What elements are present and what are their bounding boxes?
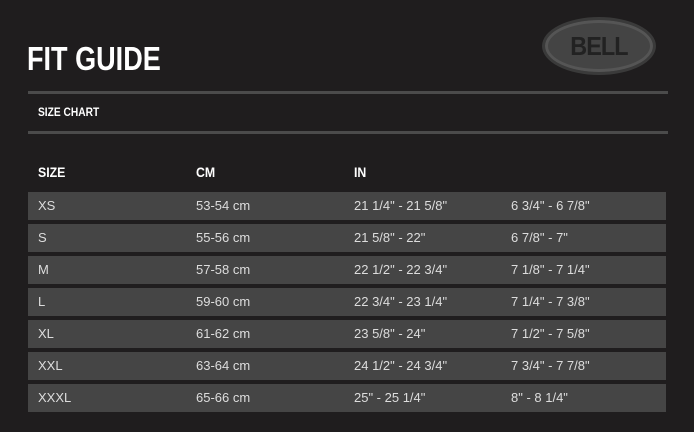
- in-cell-alt: 6 7/8" - 7": [511, 230, 568, 245]
- divider: [28, 131, 668, 134]
- in-cell: 23 5/8" - 24": [354, 326, 426, 341]
- cm-cell: 59-60 cm: [196, 294, 251, 309]
- cm-cell: 65-66 cm: [196, 390, 251, 405]
- in-cell-alt: 6 3/4" - 6 7/8": [511, 198, 590, 213]
- table-row: XL 61-62 cm 23 5/8" - 24" 7 1/2" - 7 5/8": [28, 320, 666, 348]
- cm-cell: 61-62 cm: [196, 326, 251, 341]
- table-row: S 55-56 cm 21 5/8" - 22" 6 7/8" - 7": [28, 224, 666, 252]
- in-cell-alt: 7 1/2" - 7 5/8": [511, 326, 590, 341]
- size-cell: XS: [38, 198, 56, 213]
- bell-logo: BELL: [542, 17, 656, 75]
- column-header-in: IN: [354, 164, 367, 180]
- size-cell: M: [38, 262, 49, 277]
- size-cell: L: [38, 294, 46, 309]
- section-title: SIZE CHART: [38, 105, 100, 119]
- divider: [28, 91, 668, 94]
- table-row: XXL 63-64 cm 24 1/2" - 24 3/4" 7 3/4" - 7 7…: [28, 352, 666, 380]
- cm-cell: 63-64 cm: [196, 358, 251, 373]
- column-header-size: SIZE: [38, 164, 66, 180]
- in-cell-alt: 7 3/4" - 7 7/8": [511, 358, 590, 373]
- cm-cell: 57-58 cm: [196, 262, 251, 277]
- size-cell: XXL: [38, 358, 63, 373]
- table-row: M 57-58 cm 22 1/2" - 22 3/4" 7 1/8" - 7 1/4…: [28, 256, 666, 284]
- in-cell: 22 1/2" - 22 3/4": [354, 262, 448, 277]
- table-row: XXXL 65-66 cm 25" - 25 1/4" 8" - 8 1/4": [28, 384, 666, 412]
- size-cell: XL: [38, 326, 54, 341]
- table-row: XS 53-54 cm 21 1/4" - 21 5/8" 6 3/4" - 6 7/…: [28, 192, 666, 220]
- in-cell: 21 5/8" - 22": [354, 230, 426, 245]
- in-cell: 21 1/4" - 21 5/8": [354, 198, 448, 213]
- in-cell-alt: 7 1/8" - 7 1/4": [511, 262, 590, 277]
- in-cell-alt: 7 1/4" - 7 3/8": [511, 294, 590, 309]
- in-cell: 25" - 25 1/4": [354, 390, 426, 405]
- page-title: FIT GUIDE: [27, 40, 161, 77]
- size-cell: XXXL: [38, 390, 72, 405]
- cm-cell: 55-56 cm: [196, 230, 251, 245]
- in-cell-alt: 8" - 8 1/4": [511, 390, 568, 405]
- cm-cell: 53-54 cm: [196, 198, 251, 213]
- in-cell: 24 1/2" - 24 3/4": [354, 358, 448, 373]
- column-header-cm: CM: [196, 164, 216, 180]
- size-cell: S: [38, 230, 47, 245]
- logo-text: BELL: [570, 30, 628, 61]
- table-row: L 59-60 cm 22 3/4" - 23 1/4" 7 1/4" - 7 3/8…: [28, 288, 666, 316]
- in-cell: 22 3/4" - 23 1/4": [354, 294, 448, 309]
